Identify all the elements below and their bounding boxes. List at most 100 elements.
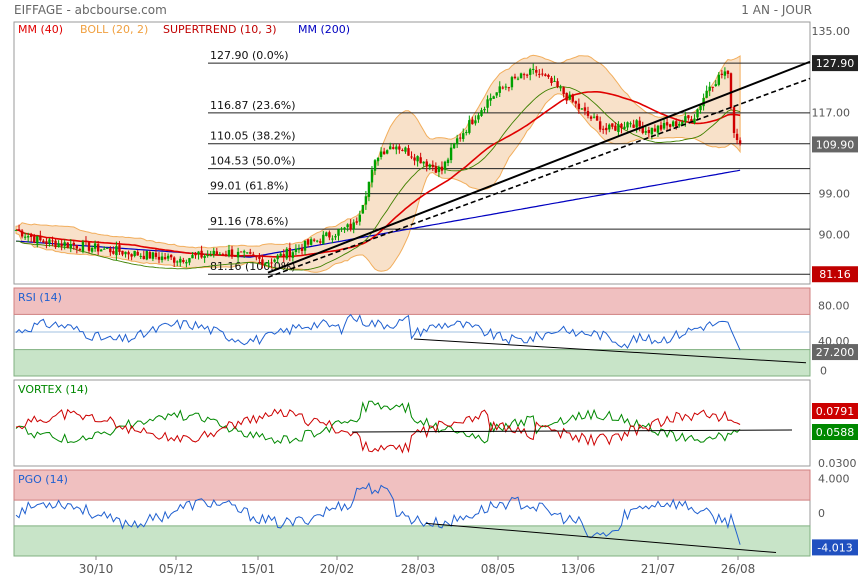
- price-tick-label: 90.00: [819, 228, 851, 241]
- pgo-badge-label: -4.013: [817, 541, 852, 554]
- candle-body: [647, 129, 651, 134]
- legend-mm40: MM (40): [18, 23, 63, 36]
- candle-body: [148, 252, 152, 259]
- candle-body: [653, 128, 657, 132]
- candle-body: [671, 121, 675, 127]
- candle-body: [273, 259, 276, 262]
- candle-body: [99, 249, 103, 252]
- candle-body: [598, 121, 602, 130]
- candle-body: [738, 140, 742, 144]
- candle-body: [644, 131, 647, 133]
- candle-body: [151, 252, 155, 259]
- candle-body: [96, 244, 100, 252]
- candle-body: [157, 256, 161, 260]
- rsi-tick-label: 0: [820, 365, 827, 378]
- candle-body: [392, 147, 395, 149]
- candle-body: [319, 241, 322, 243]
- candle-body: [78, 248, 82, 251]
- candle-body: [687, 115, 690, 119]
- candle-body: [547, 74, 550, 78]
- candle-body: [395, 146, 398, 150]
- candle-body: [331, 238, 334, 240]
- rsi-overbought-zone: [13, 287, 811, 315]
- candle-body: [279, 253, 282, 256]
- candle-body: [562, 87, 565, 95]
- candle-body: [45, 241, 48, 245]
- candle-body: [574, 101, 578, 104]
- vortex-plus-badge-label: 0.0588: [816, 426, 855, 439]
- pgo-trendline: [425, 522, 777, 554]
- candle-body: [191, 255, 194, 259]
- candle-body: [535, 69, 538, 73]
- candle-body: [580, 108, 584, 110]
- candle-body: [343, 227, 346, 230]
- candle-body: [267, 262, 270, 264]
- candle-body: [206, 255, 209, 257]
- candle-body: [483, 108, 486, 111]
- candle-body: [142, 255, 145, 260]
- candle-body: [285, 248, 288, 259]
- candle-body: [291, 252, 295, 258]
- candle-body: [63, 242, 66, 247]
- candle-body: [48, 239, 51, 244]
- price-badge: [812, 136, 858, 153]
- price-tick-label: 135.00: [812, 25, 851, 38]
- candle-body: [14, 229, 18, 231]
- candle-body: [203, 255, 206, 258]
- candle-body: [425, 161, 428, 167]
- candle-body: [601, 128, 605, 130]
- candle-body: [236, 251, 240, 258]
- candle-body: [352, 222, 355, 230]
- candle-body: [355, 221, 358, 223]
- x-tick-label: 08/05: [481, 562, 516, 576]
- candle-body: [410, 156, 413, 158]
- candle-body: [127, 252, 130, 255]
- x-tick-label: 30/10: [79, 562, 114, 576]
- candle-body: [306, 239, 310, 245]
- candle-body: [434, 166, 438, 173]
- candle-body: [428, 164, 431, 168]
- fib-label: 99.01 (61.8%): [210, 180, 289, 193]
- candle-body: [714, 84, 717, 87]
- candle-body: [504, 86, 508, 88]
- rsi-badge-label: 27.200: [816, 346, 855, 359]
- candle-body: [455, 138, 459, 145]
- candle-body: [328, 232, 331, 238]
- candle-body: [166, 255, 170, 259]
- candle-body: [230, 249, 234, 257]
- mm40-line: [15, 91, 741, 258]
- candle-body: [477, 115, 480, 120]
- candle-body: [337, 229, 340, 236]
- candle-body: [431, 164, 435, 167]
- candle-body: [133, 250, 136, 257]
- candle-body: [684, 116, 687, 122]
- candle-body: [568, 94, 571, 100]
- candle-body: [419, 157, 422, 164]
- candle-body: [42, 240, 45, 243]
- candle-body: [121, 250, 124, 255]
- candle-body: [84, 240, 88, 242]
- x-tick-label: 13/06: [561, 562, 596, 576]
- candle-body: [66, 242, 69, 248]
- candle-body: [638, 120, 641, 127]
- candle-body: [224, 254, 228, 256]
- candle-body: [389, 146, 392, 150]
- legend-rsi: RSI (14): [18, 291, 62, 304]
- candle-body: [416, 156, 419, 162]
- candle-body: [233, 255, 237, 257]
- candle-body: [54, 240, 57, 248]
- candle-body: [364, 196, 368, 205]
- candle-body: [340, 228, 343, 230]
- candle-body: [373, 160, 377, 171]
- candle-body: [468, 120, 471, 133]
- candle-body: [623, 126, 626, 129]
- fib-label: 127.90 (0.0%): [210, 49, 289, 62]
- candle-body: [589, 116, 593, 119]
- candle-body: [124, 251, 127, 255]
- candle-body: [678, 123, 681, 126]
- candle-body: [498, 86, 501, 93]
- rsi-line: [15, 313, 741, 351]
- trendline-dashed: [267, 77, 811, 278]
- candle-body: [376, 157, 380, 162]
